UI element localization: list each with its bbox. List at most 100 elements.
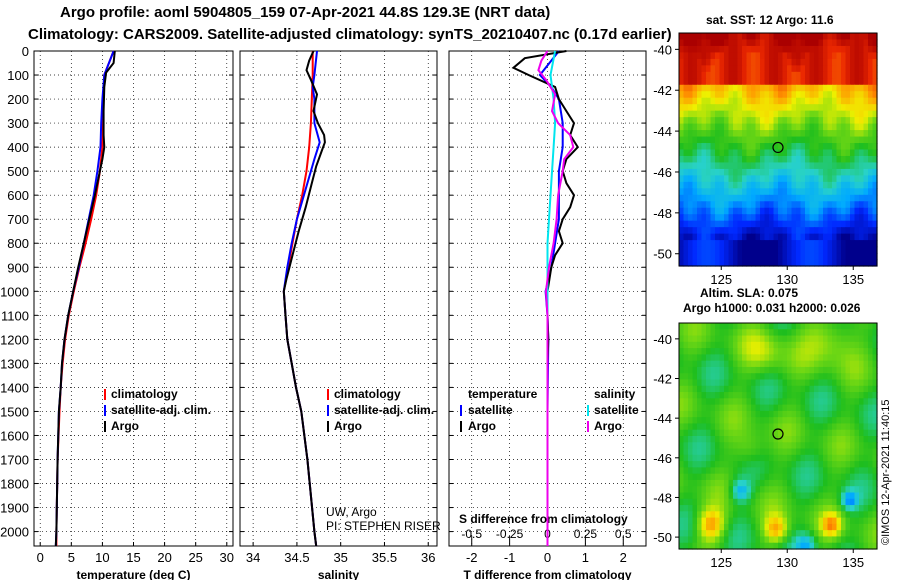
sla-map-cell bbox=[796, 404, 802, 412]
sst-map-cell bbox=[841, 97, 847, 105]
sst-map-cell bbox=[764, 91, 770, 99]
sla-map-cell bbox=[715, 385, 721, 393]
sla-map-cell bbox=[832, 417, 838, 425]
sla-map-cell bbox=[755, 511, 761, 519]
sla-map-cell bbox=[692, 341, 698, 349]
sla-map-cell bbox=[796, 429, 802, 437]
sst-map-cell bbox=[845, 188, 851, 196]
sla-map-cell bbox=[737, 517, 743, 525]
sst-map-cell bbox=[868, 194, 874, 202]
sst-map-cell bbox=[805, 130, 811, 138]
sst-map-cell bbox=[728, 130, 734, 138]
sla-map-cell bbox=[859, 511, 865, 519]
sla-map-cell bbox=[872, 429, 878, 437]
sla-map-cell bbox=[827, 542, 833, 550]
depth-label: 1800 bbox=[0, 477, 29, 492]
sla-map-cell bbox=[688, 323, 694, 330]
sst-map-cell bbox=[868, 84, 874, 92]
sla-map-cell bbox=[832, 379, 838, 387]
sst-map-cell bbox=[809, 227, 815, 235]
sla-map-cell bbox=[782, 530, 788, 538]
sst-map-cell bbox=[868, 52, 874, 60]
sst-map-cell bbox=[836, 149, 842, 157]
sla-map-cell bbox=[737, 392, 743, 399]
sla-map-cell bbox=[683, 341, 689, 349]
sst-map-cell bbox=[841, 259, 847, 267]
sla-map-cell bbox=[791, 436, 797, 443]
sst-map-cell bbox=[706, 181, 712, 189]
sst-map-cell bbox=[814, 39, 820, 47]
sla-map-cell bbox=[706, 417, 712, 425]
sst-map-cell bbox=[706, 207, 712, 215]
sst-map-cell bbox=[769, 71, 775, 79]
sst-map-cell bbox=[688, 130, 694, 138]
sla-map-cell bbox=[710, 461, 716, 468]
sla-map-cell bbox=[683, 523, 689, 531]
sla-map-cell bbox=[800, 511, 806, 519]
sst-map-cell bbox=[742, 84, 748, 92]
sla-map-cell bbox=[832, 341, 838, 349]
sla-map-cell bbox=[715, 392, 721, 399]
sst-map-cell bbox=[872, 123, 878, 131]
sst-map-cell bbox=[782, 181, 788, 189]
sla-map-cell bbox=[778, 505, 784, 512]
sla-map-cell bbox=[850, 398, 856, 406]
sst-map-cell bbox=[688, 246, 694, 254]
sst-map-cell bbox=[818, 227, 824, 235]
sla-map-cell bbox=[760, 373, 766, 381]
sla-map-cell bbox=[692, 448, 698, 456]
sla-map-cell bbox=[706, 442, 712, 450]
sst-map-cell bbox=[751, 168, 757, 176]
sla-map-cell bbox=[737, 417, 743, 425]
sla-map-cell bbox=[760, 360, 766, 368]
sla-map-cell bbox=[733, 542, 739, 550]
sst-map-cell bbox=[755, 233, 761, 241]
sst-map-cell bbox=[688, 143, 694, 151]
sst-map-cell bbox=[715, 45, 721, 54]
sst-map-cell bbox=[796, 201, 802, 209]
sst-map-cell bbox=[715, 52, 721, 60]
sst-map-cell bbox=[683, 194, 689, 202]
sst-map-cell bbox=[823, 65, 829, 73]
sla-map-cell bbox=[683, 492, 689, 500]
sst-map-cell bbox=[706, 58, 712, 66]
sst-map-cell bbox=[751, 33, 757, 41]
sst-map-cell bbox=[755, 143, 761, 151]
sst-map-cell bbox=[823, 130, 829, 138]
sla-map-cell bbox=[845, 479, 851, 487]
sla-map-cell bbox=[742, 329, 748, 337]
sla-map-cell bbox=[710, 536, 716, 544]
sla-map-cell bbox=[755, 323, 761, 330]
sla-map-cell bbox=[764, 410, 770, 418]
sst-map-cell bbox=[701, 104, 707, 112]
sla-map-cell bbox=[850, 467, 856, 475]
sla-map-cell bbox=[868, 530, 874, 538]
sla-map-cell bbox=[733, 373, 739, 381]
sla-map-cell bbox=[787, 360, 793, 368]
sla-map-cell bbox=[697, 354, 703, 362]
sla-map-cell bbox=[805, 492, 811, 500]
sla-map-cell bbox=[742, 511, 748, 519]
sst-map-cell bbox=[809, 71, 815, 79]
sla-map-cell bbox=[701, 454, 707, 462]
sla-map-cell bbox=[701, 366, 707, 374]
sst-map-cell bbox=[796, 214, 802, 222]
sst-map-cell bbox=[760, 253, 766, 261]
sst-map-cell bbox=[800, 175, 806, 183]
sla-map-cell bbox=[760, 354, 766, 362]
sst-map-cell bbox=[836, 84, 842, 92]
sla-map-cell bbox=[809, 329, 815, 337]
sla-map-cell bbox=[868, 373, 874, 381]
sla-map-cell bbox=[778, 442, 784, 450]
sst-map-cell bbox=[751, 97, 757, 105]
sst-map-cell bbox=[868, 227, 874, 235]
sst-map-cell bbox=[872, 130, 878, 138]
sla-map-cell bbox=[800, 379, 806, 387]
sla-map-cell bbox=[769, 423, 775, 431]
sla-map-cell bbox=[836, 492, 842, 500]
sst-map-cell bbox=[724, 259, 730, 267]
sla-map-cell bbox=[742, 542, 748, 550]
sla-map-cell bbox=[692, 323, 698, 330]
sst-map-cell bbox=[836, 194, 842, 202]
sst-map-cell bbox=[773, 227, 779, 235]
